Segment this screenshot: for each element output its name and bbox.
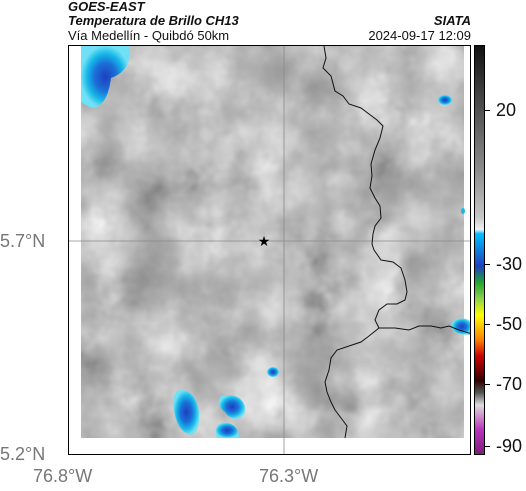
satellite-name: GOES-EAST [68,0,145,14]
colorbar-tick [485,384,490,385]
region-label: Vía Medellín - Quibdó 50km [68,28,230,43]
lon-tick-label: 76.8°W [33,466,93,486]
cold-cloud-e-dot [461,208,465,214]
colorbar-tick [485,264,490,265]
star-marker-icon[interactable]: ★ [258,234,271,250]
colorbar-tick [485,324,490,325]
map-bottom-margin [69,438,470,454]
brand-label: SIATA [433,13,471,28]
product-title: Temperatura de Brillo CH13 [68,13,239,28]
colorbar-label: -50 [496,314,523,334]
cold-cloud-e [452,318,470,335]
colorbar-label: -30 [496,254,523,274]
satellite-map[interactable]: ★ [68,45,471,455]
colorbar-label: 20 [496,100,517,120]
cold-cloud-nw [81,46,130,108]
boundary-line-east [322,46,470,334]
cold-cloud-sw-3 [215,422,239,438]
boundary-line-south [324,327,380,439]
datetime-label: 2024-09-17 12:09 [368,28,471,43]
map-canvas: ★ [69,46,470,454]
colorbar [474,45,485,455]
cold-cloud-ne [438,95,452,105]
cold-cloud-sw-1 [173,390,200,435]
cold-cloud-sw-2 [218,394,246,419]
cloud-field [81,46,470,438]
map-left-margin [69,46,81,454]
lon-tick-label: 76.3°W [259,466,319,486]
colorbar-tick [485,110,490,111]
map-right-margin [464,46,470,454]
cold-cloud-small [267,367,279,377]
colorbar-tick [485,446,490,447]
colorbar-label: -90 [496,436,523,456]
lat-tick-label: 5.2°N [0,444,46,464]
colorbar-label: -70 [496,374,523,394]
lat-tick-label: 5.7°N [0,231,46,251]
